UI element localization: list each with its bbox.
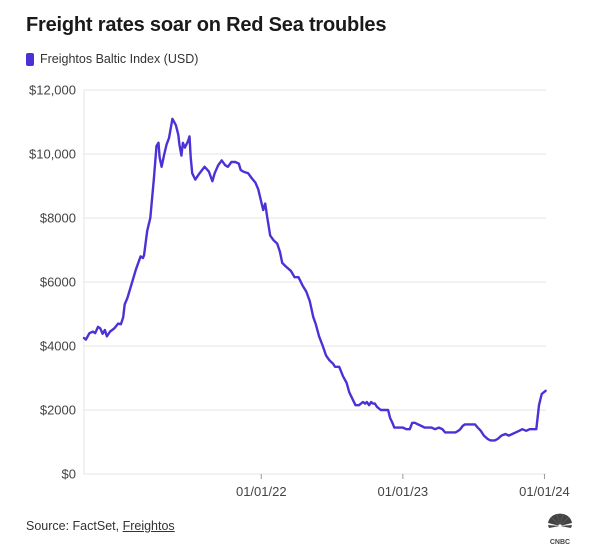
legend: Freightos Baltic Index (USD) — [26, 52, 198, 66]
logo-text: CNBC — [550, 539, 570, 546]
x-tick-label: 01/01/24 — [519, 484, 570, 499]
cnbc-peacock-icon: CNBC — [548, 513, 572, 546]
source-link-freightos[interactable]: Freightos — [122, 519, 175, 533]
legend-label: Freightos Baltic Index (USD) — [40, 52, 199, 66]
source-note: Source: FactSet, Freightos — [26, 519, 175, 533]
y-tick-label: $0 — [62, 467, 76, 482]
y-tick-label: $12,000 — [29, 83, 76, 98]
y-tick-label: $6000 — [40, 275, 76, 290]
legend-swatch — [26, 52, 34, 66]
y-tick-label: $2000 — [40, 403, 76, 418]
x-tick-label: 01/01/23 — [378, 484, 429, 499]
y-tick-label: $4000 — [40, 339, 76, 354]
line-chart: $0 $2000 $4000 $6000 $8000 $10,000 $12,000 01/0… — [29, 83, 570, 500]
source-prefix: Source: FactSet, — [26, 519, 123, 533]
x-tick-label: 01/01/22 — [236, 484, 287, 499]
y-tick-label: $10,000 — [29, 147, 76, 162]
chart-title: Freight rates soar on Red Sea troubles — [26, 14, 387, 36]
series-line-freightos-baltic-index — [82, 117, 547, 442]
y-tick-label: $8000 — [40, 211, 76, 226]
